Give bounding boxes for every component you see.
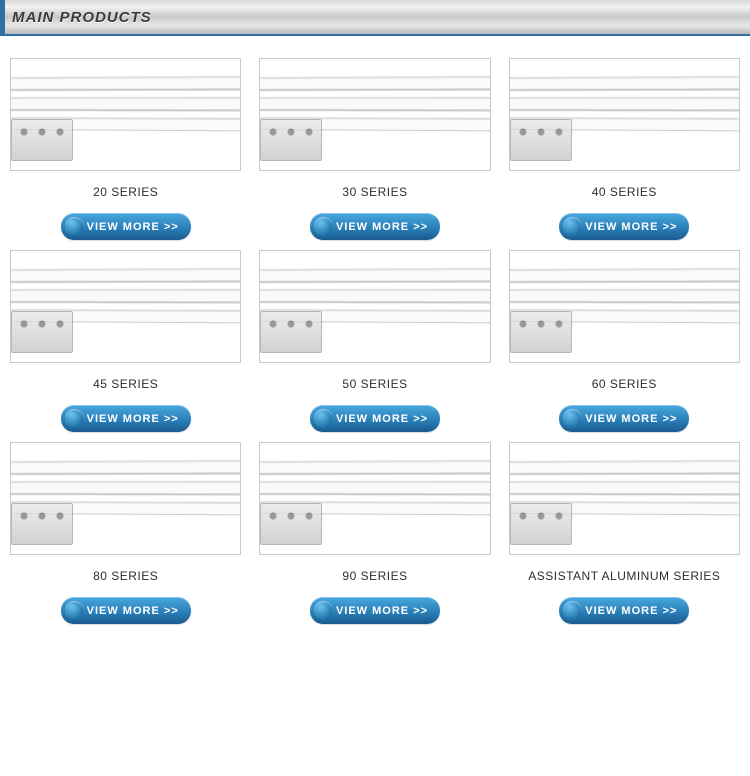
product-card: 40 SERIES VIEW MORE >> [509, 58, 740, 240]
product-image [259, 250, 490, 363]
view-more-button[interactable]: VIEW MORE >> [559, 213, 689, 240]
product-label: 30 SERIES [342, 185, 407, 199]
section-title: MAIN PRODUCTS [12, 9, 152, 26]
product-label: 90 SERIES [342, 569, 407, 583]
product-label: 60 SERIES [592, 377, 657, 391]
view-more-button[interactable]: VIEW MORE >> [559, 405, 689, 432]
view-more-button[interactable]: VIEW MORE >> [559, 597, 689, 624]
section-header: MAIN PRODUCTS [0, 0, 750, 36]
product-image [10, 58, 241, 171]
view-more-button[interactable]: VIEW MORE >> [310, 213, 440, 240]
view-more-button[interactable]: VIEW MORE >> [61, 405, 191, 432]
product-label: 80 SERIES [93, 569, 158, 583]
product-card: 90 SERIES VIEW MORE >> [259, 442, 490, 624]
product-image [259, 58, 490, 171]
product-card: 50 SERIES VIEW MORE >> [259, 250, 490, 432]
view-more-button[interactable]: VIEW MORE >> [310, 597, 440, 624]
product-card: ASSISTANT ALUMINUM SERIES VIEW MORE >> [509, 442, 740, 624]
product-card: 30 SERIES VIEW MORE >> [259, 58, 490, 240]
view-more-button[interactable]: VIEW MORE >> [61, 213, 191, 240]
product-card: 60 SERIES VIEW MORE >> [509, 250, 740, 432]
product-label: 20 SERIES [93, 185, 158, 199]
product-image [259, 442, 490, 555]
product-card: 45 SERIES VIEW MORE >> [10, 250, 241, 432]
product-label: 45 SERIES [93, 377, 158, 391]
product-label: 50 SERIES [342, 377, 407, 391]
product-label: ASSISTANT ALUMINUM SERIES [528, 569, 720, 583]
product-card: 20 SERIES VIEW MORE >> [10, 58, 241, 240]
product-image [509, 442, 740, 555]
product-image [10, 250, 241, 363]
product-image [509, 250, 740, 363]
products-grid: 20 SERIES VIEW MORE >> 30 SERIES VIEW MO… [0, 36, 750, 636]
product-card: 80 SERIES VIEW MORE >> [10, 442, 241, 624]
product-image [509, 58, 740, 171]
view-more-button[interactable]: VIEW MORE >> [61, 597, 191, 624]
product-image [10, 442, 241, 555]
product-label: 40 SERIES [592, 185, 657, 199]
view-more-button[interactable]: VIEW MORE >> [310, 405, 440, 432]
